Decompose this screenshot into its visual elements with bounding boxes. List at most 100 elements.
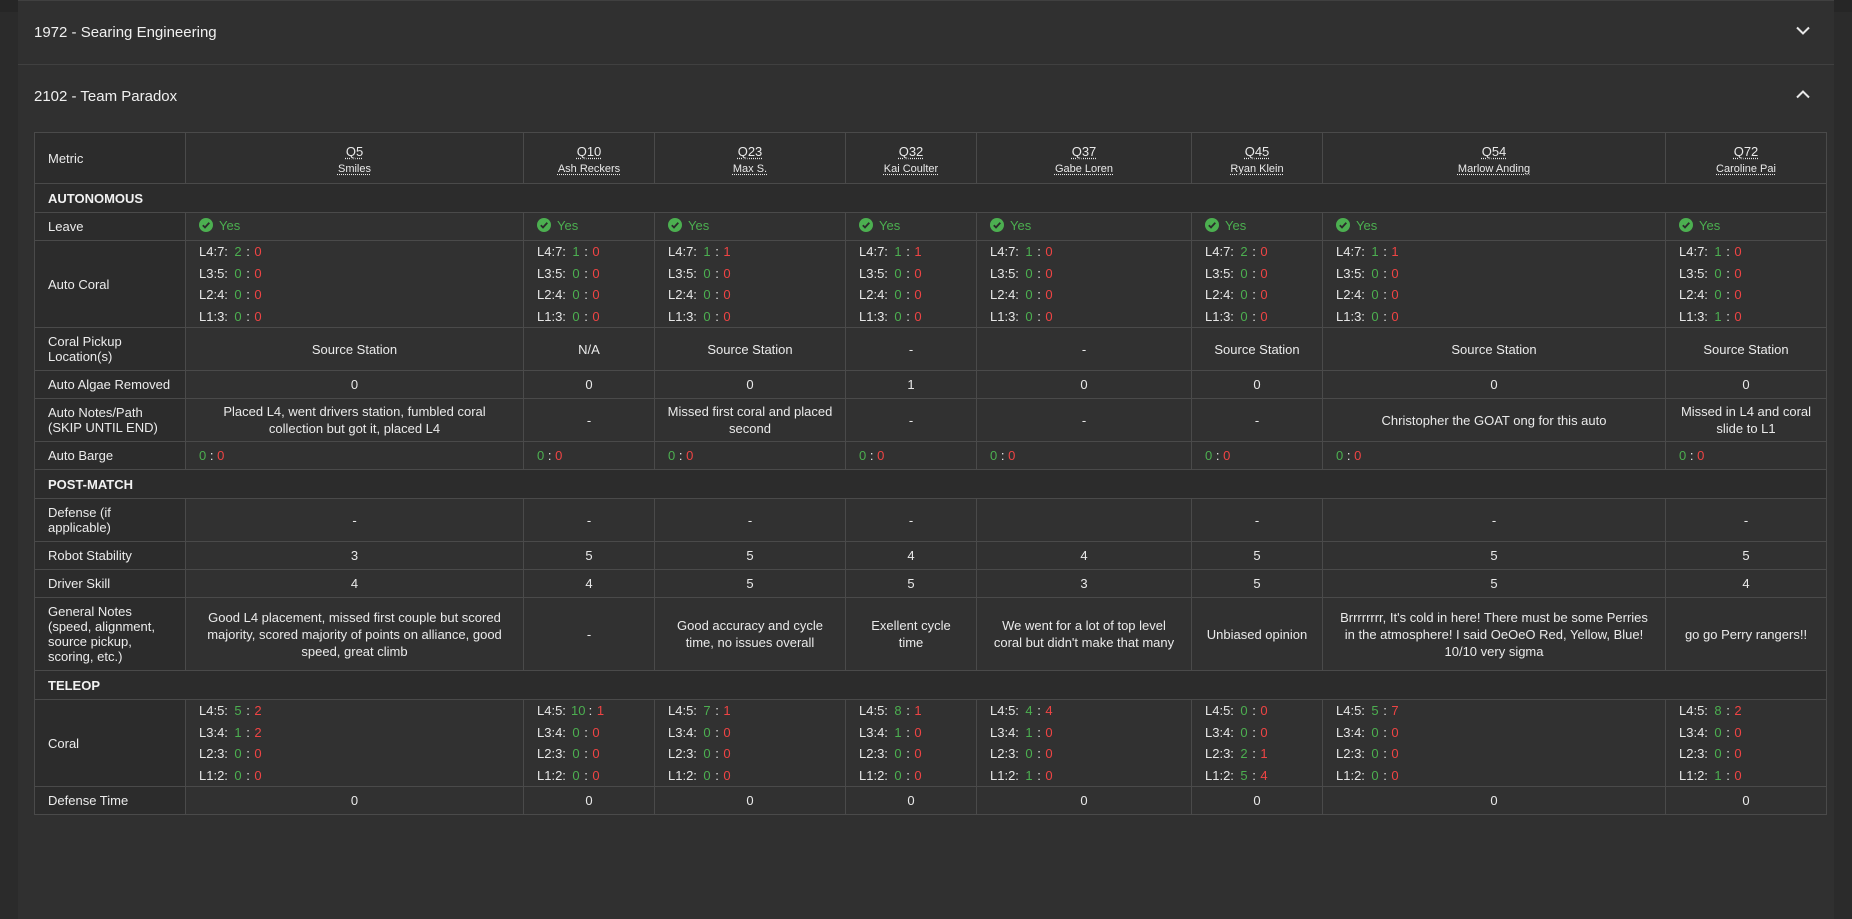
team-col-header[interactable]: Q54 Marlow Anding [1322, 132, 1666, 184]
made-count: 2 [234, 244, 242, 259]
made-count: 0 [1371, 265, 1379, 281]
scouting-table: Metric Q5 Smiles Q10 Ash Reckers Q23 Max S.… [34, 132, 1827, 815]
leave-status: Yes [1205, 218, 1246, 233]
score-line: L4:7: 1:0 [1679, 241, 1826, 263]
metric-cell: Unbiased opinion [1191, 597, 1323, 671]
missed-count: 0 [1391, 308, 1399, 324]
score-line: L3:4: 0:0 [1679, 722, 1826, 744]
separator: : [715, 724, 719, 740]
chevron-down-icon[interactable] [1794, 1, 1814, 65]
leave-text: Yes [219, 217, 241, 233]
separator: : [715, 265, 719, 281]
metric-cell: 0 : 0 [845, 441, 977, 470]
made-count: 1 [1025, 244, 1033, 259]
level-label: L1:3: [668, 308, 697, 324]
made-count: 0 [572, 724, 580, 740]
score-line: L2:3: 0:0 [668, 743, 845, 765]
missed-count: 0 [1734, 724, 1742, 740]
metric-cell: - [845, 327, 977, 371]
score-line: L2:3: 0:0 [1679, 743, 1826, 765]
made-count: 5 [1371, 703, 1379, 718]
check-circle-icon [1679, 218, 1693, 233]
missed-count: 1 [914, 703, 922, 718]
team-col-header[interactable]: Q72 Caroline Pai [1665, 132, 1827, 184]
separator: : [1726, 265, 1730, 281]
team-panel-1972[interactable]: 1972 - Searing Engineering [18, 0, 1834, 64]
metric-label: Auto Notes/Path (SKIP UNTIL END) [34, 398, 186, 442]
score-line: L1:3: 0:0 [199, 306, 523, 328]
level-label: L2:4: [1336, 287, 1365, 302]
separator: : [1343, 448, 1355, 463]
leave-status: Yes [859, 218, 900, 233]
made-count: 5 [234, 703, 242, 718]
made-count: 7 [703, 703, 711, 718]
made-count: 1 [1714, 244, 1722, 259]
team-col-header[interactable]: Q10 Ash Reckers [523, 132, 655, 184]
score-line: L3:5: 0:0 [1679, 263, 1826, 285]
team-col-header[interactable]: Q37 Gabe Loren [976, 132, 1192, 184]
cell-text: Placed L4, went drivers station, fumbled… [223, 404, 486, 436]
made-count: 0 [894, 767, 902, 783]
separator: : [1252, 724, 1256, 740]
made-count: 2 [1240, 746, 1248, 761]
level-label: L3:5: [1679, 265, 1708, 281]
separator: : [246, 265, 250, 281]
made-count: 0 [1025, 265, 1033, 281]
team-col-header[interactable]: Q5 Smiles [185, 132, 524, 184]
score-line: L1:2: 0:0 [859, 765, 976, 787]
level-label: L4:5: [537, 703, 566, 718]
made-count: 0 [572, 265, 580, 281]
leave-status: Yes [537, 218, 578, 233]
level-label: L1:2: [199, 767, 228, 783]
team-col-header[interactable]: Q32 Kai Coulter [845, 132, 977, 184]
separator: : [1383, 724, 1387, 740]
level-label: L3:4: [199, 724, 228, 740]
team-col-header[interactable]: Q23 Max S. [654, 132, 846, 184]
metric-cell: Yes [1322, 212, 1666, 241]
level-label: L4:7: [859, 244, 888, 259]
metric-label: Coral Pickup Location(s) [34, 327, 186, 371]
missed-count: 0 [254, 767, 262, 783]
leave-status: Yes [1336, 218, 1377, 233]
missed-count: 0 [254, 265, 262, 281]
level-label: L3:4: [859, 724, 888, 740]
level-label: L4:7: [1205, 244, 1234, 259]
score-line: L4:7: 1:1 [668, 241, 845, 263]
missed-count: 0 [254, 244, 262, 259]
team-panel-2102[interactable]: 2102 - Team Paradox [18, 64, 1834, 130]
score-line: L1:2: 0:0 [199, 765, 523, 787]
metric-cell: - [1191, 498, 1323, 542]
level-label: L4:5: [199, 703, 228, 718]
made-count: 2 [1240, 244, 1248, 259]
level-label: L4:5: [990, 703, 1019, 718]
team-col-header[interactable]: Q45 Ryan Klein [1191, 132, 1323, 184]
cell-text: Good accuracy and cycle time, no issues … [677, 618, 823, 650]
metric-cell: - [523, 498, 655, 542]
separator: : [1383, 287, 1387, 302]
score-line: L1:3: 0:0 [537, 306, 654, 328]
metric-cell: 0 : 0 [976, 441, 1192, 470]
metric-cell: - [1322, 498, 1666, 542]
separator: : [906, 244, 910, 259]
separator: : [1383, 767, 1387, 783]
row-defense: Defense (if applicable) - - - - - - - [34, 498, 1827, 542]
made-count: 0 [234, 287, 242, 302]
metric-cell: 0 [185, 786, 524, 815]
metric-label: Robot Stability [34, 541, 186, 570]
check-circle-icon [1336, 218, 1350, 233]
missed-count: 0 [1045, 287, 1053, 302]
made-count: 8 [894, 703, 902, 718]
metric-cell: Exellent cycle time [845, 597, 977, 671]
separator: : [1037, 767, 1041, 783]
chevron-up-icon[interactable] [1794, 65, 1814, 129]
metric-label: Coral [34, 699, 186, 787]
metric-cell: Source Station [185, 327, 524, 371]
metric-cell: 0 [654, 786, 846, 815]
level-label: L3:4: [1679, 724, 1708, 740]
separator: : [1037, 746, 1041, 761]
leave-text: Yes [1356, 217, 1378, 233]
missed-count: 0 [914, 265, 922, 281]
made-count: 0 [1336, 448, 1344, 463]
row-coral-pickup: Coral Pickup Location(s) Source Station N/… [34, 327, 1827, 371]
metric-cell: 0 : 0 [1665, 441, 1827, 470]
